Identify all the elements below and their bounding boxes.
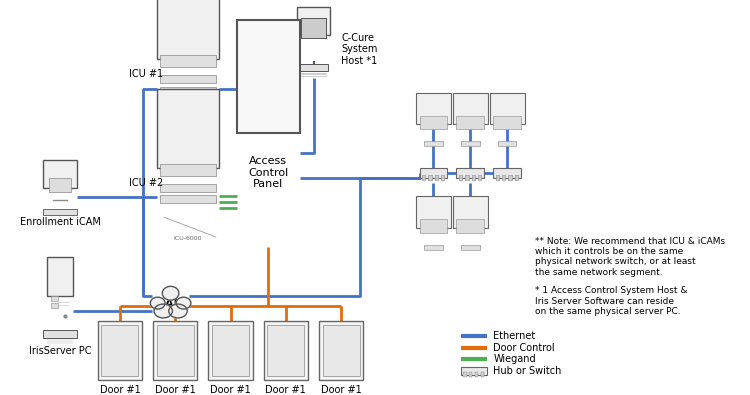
FancyBboxPatch shape	[160, 196, 216, 203]
FancyBboxPatch shape	[514, 175, 518, 180]
FancyBboxPatch shape	[457, 115, 484, 129]
Text: Wiegand: Wiegand	[494, 354, 536, 365]
FancyBboxPatch shape	[494, 115, 521, 129]
FancyBboxPatch shape	[44, 160, 76, 188]
FancyBboxPatch shape	[160, 164, 216, 176]
FancyBboxPatch shape	[268, 325, 305, 376]
FancyBboxPatch shape	[301, 18, 326, 38]
Text: ** Note: We recommend that ICU & iCAMs
which it controls be on the same
physical: ** Note: We recommend that ICU & iCAMs w…	[535, 237, 725, 277]
FancyBboxPatch shape	[419, 168, 447, 178]
FancyBboxPatch shape	[461, 367, 487, 375]
Text: Door #1: Door #1	[210, 385, 251, 395]
Ellipse shape	[150, 297, 165, 309]
FancyBboxPatch shape	[101, 325, 138, 376]
FancyBboxPatch shape	[494, 168, 521, 178]
FancyBboxPatch shape	[209, 321, 253, 380]
Text: Door #1: Door #1	[321, 385, 362, 395]
FancyBboxPatch shape	[160, 87, 216, 95]
FancyBboxPatch shape	[498, 141, 517, 146]
FancyBboxPatch shape	[465, 175, 469, 180]
FancyBboxPatch shape	[419, 219, 447, 233]
FancyBboxPatch shape	[470, 372, 472, 377]
FancyBboxPatch shape	[457, 219, 484, 233]
FancyBboxPatch shape	[419, 115, 447, 129]
Ellipse shape	[176, 297, 191, 309]
FancyBboxPatch shape	[47, 257, 73, 296]
FancyBboxPatch shape	[298, 64, 328, 71]
FancyBboxPatch shape	[416, 196, 451, 228]
FancyBboxPatch shape	[264, 321, 308, 380]
FancyBboxPatch shape	[44, 330, 76, 338]
Text: Hub or Switch: Hub or Switch	[494, 366, 562, 376]
FancyBboxPatch shape	[153, 321, 197, 380]
Ellipse shape	[162, 286, 179, 300]
FancyBboxPatch shape	[160, 55, 216, 67]
FancyBboxPatch shape	[464, 372, 466, 377]
FancyBboxPatch shape	[297, 7, 330, 34]
FancyBboxPatch shape	[157, 89, 220, 168]
FancyBboxPatch shape	[160, 184, 216, 192]
Text: LAN: LAN	[158, 299, 183, 309]
FancyBboxPatch shape	[212, 325, 249, 376]
FancyBboxPatch shape	[478, 175, 481, 180]
FancyBboxPatch shape	[472, 175, 475, 180]
FancyBboxPatch shape	[475, 372, 478, 377]
FancyBboxPatch shape	[453, 93, 488, 124]
FancyBboxPatch shape	[457, 168, 484, 178]
FancyBboxPatch shape	[490, 93, 525, 124]
FancyBboxPatch shape	[424, 245, 442, 250]
FancyBboxPatch shape	[496, 175, 500, 180]
FancyBboxPatch shape	[160, 75, 216, 83]
Text: Door #1: Door #1	[100, 385, 140, 395]
FancyBboxPatch shape	[503, 175, 506, 180]
FancyBboxPatch shape	[461, 245, 479, 250]
FancyBboxPatch shape	[459, 175, 462, 180]
FancyBboxPatch shape	[424, 141, 442, 146]
FancyBboxPatch shape	[322, 325, 360, 376]
Text: Ethernet: Ethernet	[494, 331, 536, 341]
FancyBboxPatch shape	[509, 175, 512, 180]
FancyBboxPatch shape	[51, 303, 58, 308]
Text: ICU-6000: ICU-6000	[174, 128, 202, 133]
FancyBboxPatch shape	[481, 372, 484, 377]
Ellipse shape	[154, 304, 173, 318]
Text: Door #1: Door #1	[266, 385, 306, 395]
FancyBboxPatch shape	[157, 325, 194, 376]
FancyBboxPatch shape	[428, 175, 432, 180]
FancyBboxPatch shape	[237, 20, 300, 133]
FancyBboxPatch shape	[44, 209, 76, 215]
Text: Door Control: Door Control	[494, 342, 555, 353]
FancyBboxPatch shape	[416, 93, 451, 124]
FancyBboxPatch shape	[51, 296, 58, 301]
Text: Access
Control
Panel: Access Control Panel	[248, 156, 289, 189]
Text: ICU #2: ICU #2	[129, 178, 164, 188]
FancyBboxPatch shape	[98, 321, 142, 380]
FancyBboxPatch shape	[157, 0, 220, 59]
FancyBboxPatch shape	[319, 321, 363, 380]
FancyBboxPatch shape	[422, 175, 425, 180]
Text: ICU #1: ICU #1	[129, 69, 164, 79]
Text: IrisServer PC: IrisServer PC	[28, 346, 92, 356]
FancyBboxPatch shape	[435, 175, 438, 180]
FancyBboxPatch shape	[453, 196, 488, 228]
Text: * 1 Access Control System Host &
Iris Server Software can reside
on the same phy: * 1 Access Control System Host & Iris Se…	[535, 286, 687, 316]
FancyBboxPatch shape	[461, 141, 479, 146]
Text: C-Cure
System
Host *1: C-Cure System Host *1	[341, 33, 377, 66]
Ellipse shape	[169, 304, 188, 318]
Text: ICU-6000: ICU-6000	[174, 237, 202, 241]
Text: Door #1: Door #1	[154, 385, 196, 395]
Text: Enrollment iCAM: Enrollment iCAM	[20, 217, 101, 227]
FancyBboxPatch shape	[49, 178, 71, 192]
FancyBboxPatch shape	[441, 175, 444, 180]
